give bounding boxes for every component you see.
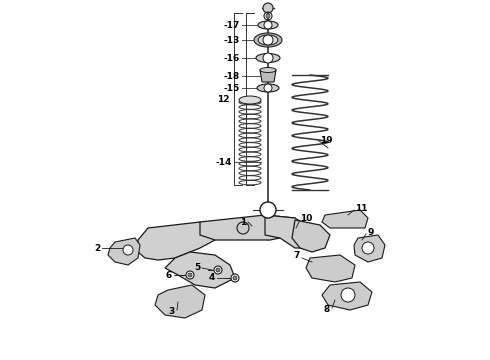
Text: 11: 11 (355, 203, 368, 212)
Text: 3: 3 (169, 307, 175, 316)
Circle shape (263, 3, 273, 13)
Circle shape (186, 271, 194, 279)
Polygon shape (292, 220, 330, 252)
Text: 5: 5 (194, 264, 200, 273)
Polygon shape (322, 210, 368, 228)
Text: 12: 12 (218, 95, 230, 104)
Polygon shape (306, 255, 355, 282)
Text: -15: -15 (224, 84, 240, 93)
Circle shape (260, 202, 276, 218)
Text: 9: 9 (368, 228, 374, 237)
Circle shape (233, 276, 237, 280)
Circle shape (263, 35, 273, 45)
Ellipse shape (239, 96, 261, 104)
Polygon shape (322, 282, 372, 310)
Circle shape (362, 242, 374, 254)
Polygon shape (165, 252, 235, 288)
Text: -18: -18 (224, 72, 240, 81)
Text: 2: 2 (94, 243, 100, 252)
Ellipse shape (260, 68, 276, 72)
Text: 8: 8 (324, 306, 330, 315)
Ellipse shape (256, 54, 280, 63)
Circle shape (266, 14, 270, 18)
Circle shape (264, 84, 272, 92)
Ellipse shape (258, 21, 278, 29)
Polygon shape (108, 238, 140, 265)
Circle shape (188, 273, 192, 277)
Text: 1: 1 (240, 217, 246, 226)
Circle shape (264, 21, 272, 29)
Text: 7: 7 (294, 251, 300, 260)
Circle shape (216, 268, 220, 272)
Text: -17: -17 (223, 21, 240, 30)
Polygon shape (200, 215, 295, 240)
Circle shape (123, 245, 133, 255)
Ellipse shape (257, 84, 279, 92)
Circle shape (341, 288, 355, 302)
Circle shape (263, 53, 273, 63)
Text: 10: 10 (300, 213, 313, 222)
Ellipse shape (258, 35, 278, 45)
Polygon shape (260, 70, 276, 82)
Circle shape (237, 222, 249, 234)
Text: -14: -14 (216, 158, 232, 166)
Text: 4: 4 (209, 274, 215, 283)
Text: 6: 6 (166, 271, 172, 280)
Polygon shape (265, 215, 320, 248)
Text: 19: 19 (320, 135, 333, 144)
Polygon shape (155, 285, 205, 318)
Polygon shape (354, 235, 385, 262)
Circle shape (231, 274, 239, 282)
Circle shape (214, 266, 222, 274)
Text: -16: -16 (224, 54, 240, 63)
Ellipse shape (254, 33, 282, 47)
Polygon shape (138, 222, 215, 260)
Text: -13: -13 (224, 36, 240, 45)
